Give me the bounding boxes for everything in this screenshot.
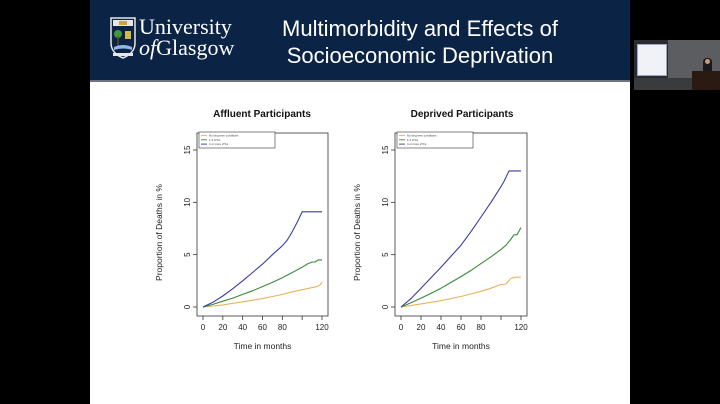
y-tick-label: 15 — [381, 145, 390, 154]
x-tick-label: 60 — [258, 323, 267, 332]
y-axis-label: Proportion of Deaths in % — [154, 184, 164, 281]
y-tick-label: 10 — [183, 197, 192, 206]
logo-text-glasgow: Glasgow — [156, 35, 235, 60]
series-line-ltc-4-plus — [202, 211, 322, 308]
x-tick-label: 60 — [457, 323, 466, 332]
x-axis-label: Time in months — [234, 341, 292, 351]
x-tick-label: 80 — [477, 323, 486, 332]
series-line-no-ltc — [202, 281, 323, 308]
x-tick-label: 20 — [417, 323, 426, 332]
webcam-floor — [634, 78, 692, 90]
legend-label: 4 or more LTCs — [407, 142, 427, 146]
webcam-projection-screen — [637, 44, 667, 76]
y-tick-label: 0 — [381, 304, 390, 309]
logo-text-university: University — [139, 14, 232, 39]
logo-text-of: of — [139, 35, 157, 60]
x-tick-label: 80 — [278, 323, 287, 332]
university-logo: University ofGlasgow — [110, 15, 234, 61]
series-line-ltc-1-3 — [202, 259, 322, 308]
webcam-presenter-face — [705, 59, 710, 64]
series-line-ltc-1-3 — [400, 227, 522, 308]
x-tick-label: 0 — [201, 323, 206, 332]
presenter-webcam-video — [634, 40, 720, 90]
x-tick-label: 40 — [238, 323, 247, 332]
legend-label: 1-3 LTCs — [209, 138, 221, 142]
x-tick-label: 40 — [437, 323, 446, 332]
slide-title: Multimorbidity and Effects of Socioecono… — [250, 15, 590, 69]
x-axis-label: Time in months — [432, 341, 490, 351]
x-tick-label: 120 — [514, 323, 528, 332]
y-tick-label: 5 — [183, 252, 192, 257]
webcam-lectern — [692, 71, 720, 90]
logo-text-of-glasgow: ofGlasgow — [139, 36, 234, 60]
slide-header: University ofGlasgow Multimorbidity and … — [90, 0, 630, 80]
series-line-ltc-4-plus — [400, 170, 521, 308]
legend-label: 4 or more LTCs — [209, 142, 229, 146]
header-divider — [90, 80, 630, 82]
legend-label: 1-3 LTCs — [407, 138, 419, 142]
university-crest-icon — [110, 17, 136, 59]
chart-title: Affluent Participants — [213, 109, 311, 120]
y-tick-label: 5 — [381, 252, 390, 257]
y-tick-label: 10 — [381, 197, 390, 206]
x-tick-label: 0 — [399, 323, 404, 332]
y-tick-label: 0 — [183, 304, 192, 309]
x-tick-label: 20 — [218, 323, 227, 332]
series-line-no-ltc — [400, 276, 521, 308]
chart-deprived: Deprived Participants 0 5 10 15 0 20 40 60 80 120 T… — [352, 109, 528, 351]
x-tick-label: 120 — [315, 323, 329, 332]
y-tick-label: 15 — [183, 145, 192, 154]
legend-box — [396, 131, 474, 149]
webcam-presenter — [703, 58, 712, 72]
chart-affluent: Affluent Participants 0 5 10 15 0 20 40 60 80 120 T… — [154, 109, 329, 351]
legend-box — [198, 131, 276, 149]
legend-label: No long term conditions — [407, 134, 437, 138]
plot-frame — [394, 132, 528, 317]
y-axis-label: Proportion of Deaths in % — [352, 184, 362, 281]
presentation-slide: University ofGlasgow Multimorbidity and … — [90, 0, 630, 404]
slide-title-line2: Socioeconomic Deprivation — [286, 43, 554, 68]
slide-title-line1: Multimorbidity and Effects of — [282, 16, 558, 41]
chart-title: Deprived Participants — [411, 109, 514, 120]
legend-label: No long term conditions — [209, 134, 239, 138]
